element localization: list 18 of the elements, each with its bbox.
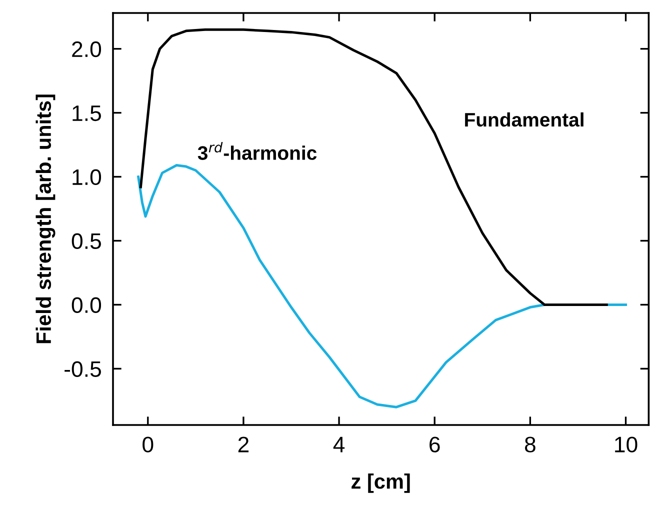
y-tick-label: -0.5 [64, 361, 101, 377]
x-tick-label: 2 [238, 436, 249, 452]
y-tick-label: 2.0 [72, 41, 102, 58]
line-series [137, 164, 628, 408]
y-tick-label: 0.0 [72, 297, 102, 313]
line-series [139, 28, 608, 306]
y-axis-title: Field strength [arb. units] [36, 94, 56, 344]
series-label: Fundamental [465, 112, 584, 127]
y-tick-label: 0.5 [72, 233, 101, 250]
series-label: 3$^{rd}$-harmonic [198, 142, 317, 160]
y-tick-label: 1.0 [72, 169, 102, 186]
x-axis-title: z [cm] [352, 473, 410, 493]
x-tick-label: 10 [615, 436, 638, 452]
y-tick-label: 1.5 [72, 106, 101, 122]
x-tick-label: 4 [333, 436, 345, 452]
x-tick-label: 0 [142, 436, 154, 452]
x-tick-label: 8 [524, 436, 536, 452]
x-tick-label: 6 [430, 436, 440, 452]
